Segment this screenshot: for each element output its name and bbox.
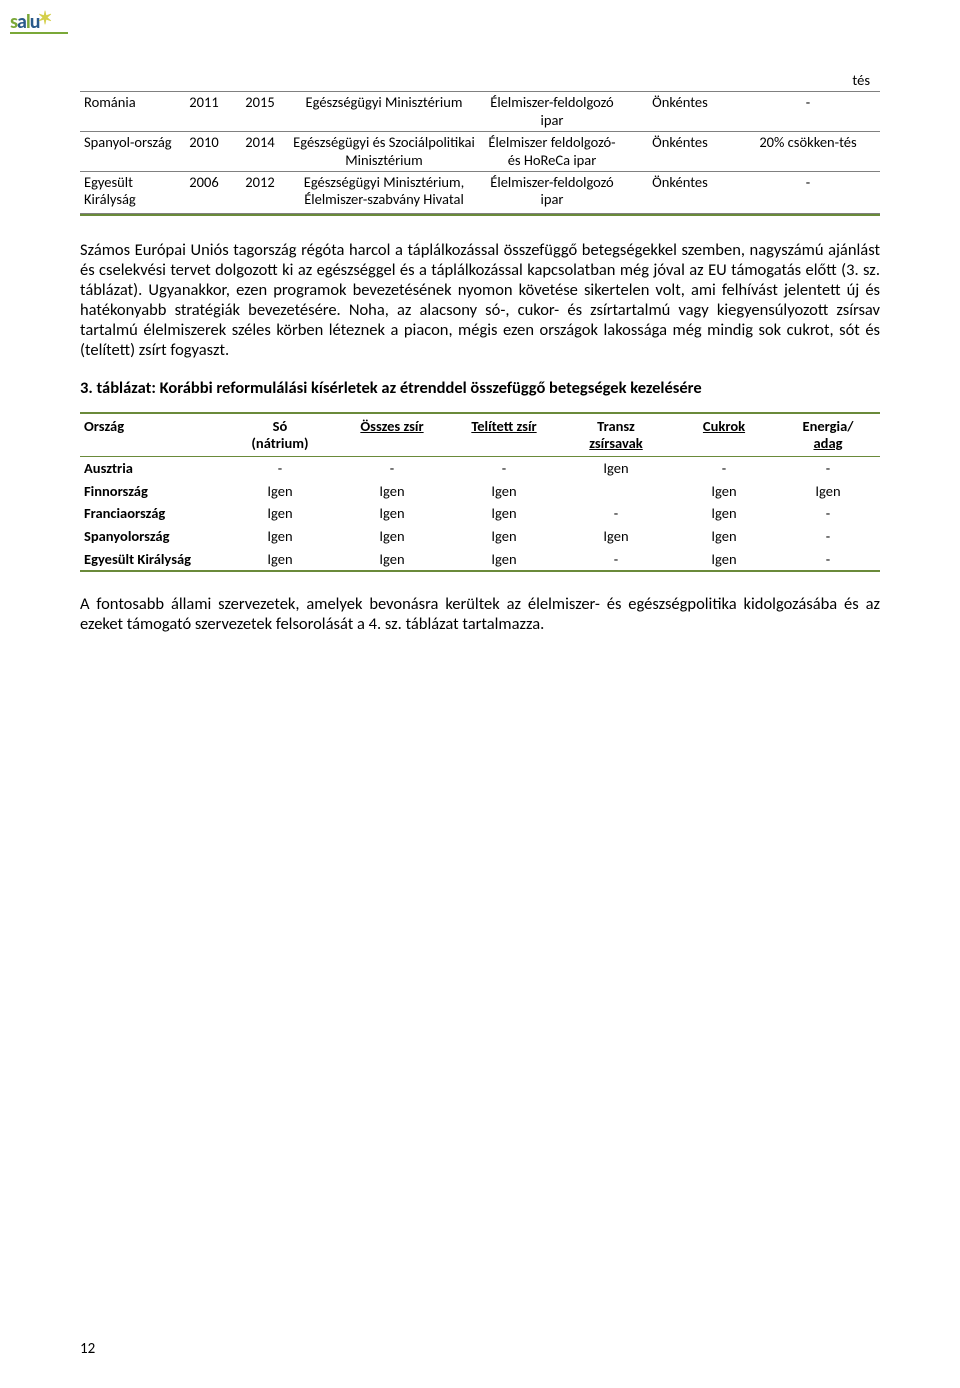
cell: 2006	[176, 171, 232, 210]
cell-country: Franciaország	[80, 502, 224, 525]
th-label: (nátrium)	[251, 434, 308, 452]
th-totalfat: Összes zsír	[336, 413, 448, 456]
cell: -	[776, 456, 880, 479]
table-row: Finnország Igen Igen Igen Igen Igen	[80, 480, 880, 503]
cell-country: Egyesült Királyság	[80, 548, 224, 572]
cell: 2012	[232, 171, 288, 210]
cell: Önkéntes	[624, 171, 736, 210]
table-row: Románia 2011 2015 Egészségügyi Minisztér…	[80, 92, 880, 132]
th-trans: Transz zsírsavak	[560, 413, 672, 456]
cell: Igen	[448, 480, 560, 503]
th-label: Energia/	[803, 417, 854, 435]
cell: 2010	[176, 132, 232, 172]
th-label: zsírsavak	[589, 434, 642, 452]
cell: -	[560, 502, 672, 525]
cell: Élelmiszer feldolgozó-és HoReCa ipar	[480, 132, 624, 172]
cell: -	[776, 525, 880, 548]
cell: -	[736, 171, 880, 210]
th-label: Transz	[597, 417, 635, 435]
cell-country: Ausztria	[80, 456, 224, 479]
cell: Élelmiszer-feldolgozó ipar	[480, 171, 624, 210]
table-header-row: Ország Só (nátrium) Összes zsír Telített…	[80, 413, 880, 456]
cell: Igen	[672, 502, 776, 525]
cell: -	[336, 456, 448, 479]
cell-country: Finnország	[80, 480, 224, 503]
cell: -	[560, 548, 672, 572]
cell-country: Spanyol-ország	[80, 132, 176, 172]
th-label: Só	[273, 417, 288, 435]
cell: Igen	[224, 548, 336, 572]
cell: -	[672, 456, 776, 479]
content: tés Románia 2011 2015 Egészségügyi Minis…	[80, 0, 880, 634]
cell: Igen	[336, 525, 448, 548]
cell-tes: tés	[736, 70, 880, 92]
th-sugars: Cukrok	[672, 413, 776, 456]
cell: Egészségügyi Minisztérium, Élelmiszer-sz…	[288, 171, 480, 210]
table-row: Spanyol-ország 2010 2014 Egészségügyi és…	[80, 132, 880, 172]
cell: -	[776, 548, 880, 572]
page: salu✶ tés Románia 2011 2015 Egészségügyi…	[0, 0, 960, 1388]
cell: 2011	[176, 92, 232, 132]
cell: Igen	[336, 548, 448, 572]
cell-country: Spanyolország	[80, 525, 224, 548]
cell: Önkéntes	[624, 132, 736, 172]
cell: Igen	[224, 525, 336, 548]
cell: Igen	[224, 502, 336, 525]
table-row: Franciaország Igen Igen Igen - Igen -	[80, 502, 880, 525]
th-label: Összes zsír	[360, 417, 423, 435]
table-1: tés Románia 2011 2015 Egészségügyi Minis…	[80, 70, 880, 211]
cell: Igen	[336, 502, 448, 525]
cell	[560, 480, 672, 503]
table-row: Ausztria - - - Igen - -	[80, 456, 880, 479]
table-row: tés	[80, 70, 880, 92]
th-label: Cukrok	[703, 417, 745, 435]
cell: Igen	[336, 480, 448, 503]
cell-country: Egyesült Királyság	[80, 171, 176, 210]
cell: Igen	[448, 548, 560, 572]
logo-text: salu✶	[10, 10, 54, 34]
cell: 20% csökken-tés	[736, 132, 880, 172]
th-label: adag	[814, 434, 843, 452]
cell: 2015	[232, 92, 288, 132]
cell: -	[448, 456, 560, 479]
cell: Élelmiszer-feldolgozó ipar	[480, 92, 624, 132]
cell: Igen	[560, 456, 672, 479]
cell: Igen	[672, 548, 776, 572]
th-country: Ország	[80, 413, 224, 456]
table-2-caption: 3. táblázat: Korábbi reformulálási kísér…	[80, 378, 880, 398]
cell: Igen	[224, 480, 336, 503]
page-number: 12	[80, 1340, 95, 1358]
th-energy: Energia/ adag	[776, 413, 880, 456]
cell: Egészségügyi Minisztérium	[288, 92, 480, 132]
cell: -	[776, 502, 880, 525]
logo: salu✶	[10, 10, 80, 50]
table-2: Ország Só (nátrium) Összes zsír Telített…	[80, 412, 880, 572]
table-row: Egyesült Királyság 2006 2012 Egészségügy…	[80, 171, 880, 210]
cell: 2014	[232, 132, 288, 172]
cell: -	[736, 92, 880, 132]
cell: Igen	[776, 480, 880, 503]
table-1-bottom-rule	[80, 213, 880, 216]
cell: Igen	[448, 525, 560, 548]
th-salt: Só (nátrium)	[224, 413, 336, 456]
th-satfat: Telített zsír	[448, 413, 560, 456]
paragraph-2: A fontosabb állami szervezetek, amelyek …	[80, 594, 880, 634]
paragraph-1: Számos Európai Uniós tagország régóta ha…	[80, 240, 880, 361]
cell: Önkéntes	[624, 92, 736, 132]
table-row: Egyesült Királyság Igen Igen Igen - Igen…	[80, 548, 880, 572]
th-label: Telített zsír	[471, 417, 536, 435]
cell-country: Románia	[80, 92, 176, 132]
cell: -	[224, 456, 336, 479]
table-row: Spanyolország Igen Igen Igen Igen Igen -	[80, 525, 880, 548]
cell: Egészségügyi és Szociálpolitikai Miniszt…	[288, 132, 480, 172]
cell: Igen	[560, 525, 672, 548]
cell: Igen	[672, 525, 776, 548]
cell: Igen	[672, 480, 776, 503]
cell: Igen	[448, 502, 560, 525]
